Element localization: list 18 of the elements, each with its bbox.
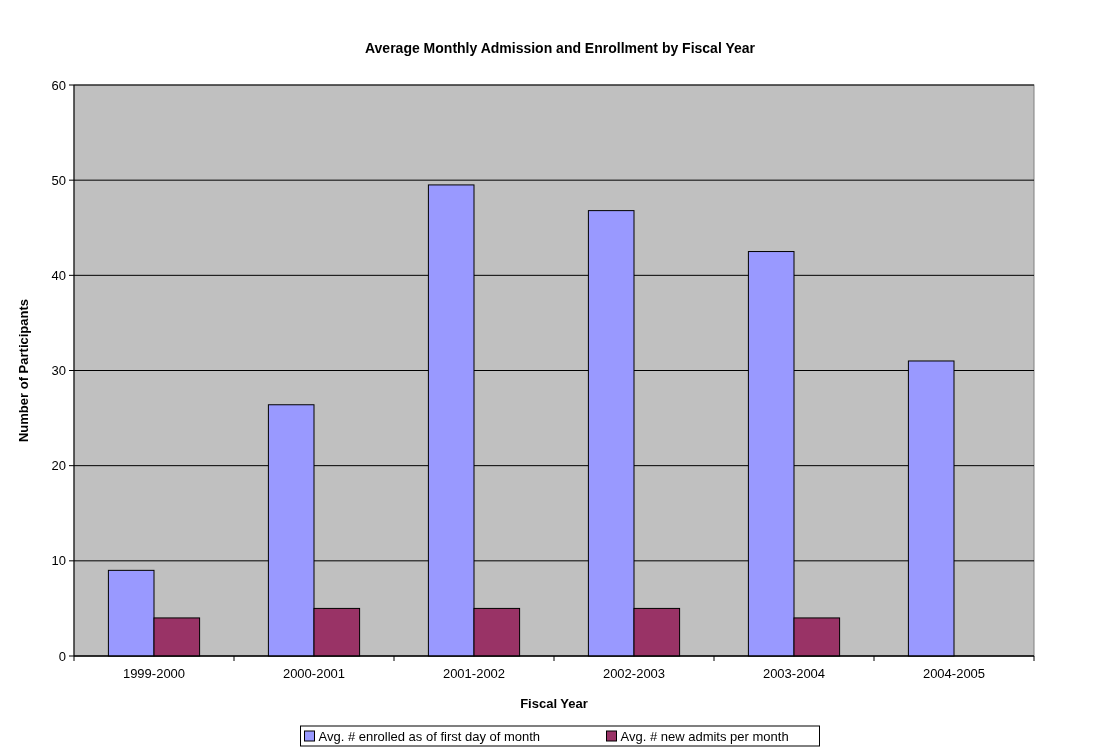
y-tick-label: 20 xyxy=(51,458,66,474)
x-tick-label: 2002-2003 xyxy=(602,666,666,681)
chart-title: Average Monthly Admission and Enrollment by Fiscal Year xyxy=(364,40,756,56)
x-axis-title: Fiscal Year xyxy=(520,696,588,711)
x-tick-label: 2003-2004 xyxy=(762,666,826,681)
x-tick-label: 1999-2000 xyxy=(122,666,186,681)
y-axis-title: Number of Participants xyxy=(16,298,31,443)
x-tick-label: 2001-2002 xyxy=(442,666,506,681)
x-tick-label: 2000-2001 xyxy=(282,666,346,681)
y-tick-label: 0 xyxy=(58,648,66,664)
y-tick-label: 50 xyxy=(51,172,66,188)
legend-label: Avg. # enrolled as of first day of month xyxy=(318,729,541,744)
y-tick-label: 10 xyxy=(51,553,66,569)
y-tick-label: 40 xyxy=(51,267,66,283)
y-tick-label: 30 xyxy=(51,363,66,379)
x-tick-label: 2004-2005 xyxy=(922,666,986,681)
y-tick-label: 60 xyxy=(51,77,66,93)
legend-label: Avg. # new admits per month xyxy=(620,729,789,744)
